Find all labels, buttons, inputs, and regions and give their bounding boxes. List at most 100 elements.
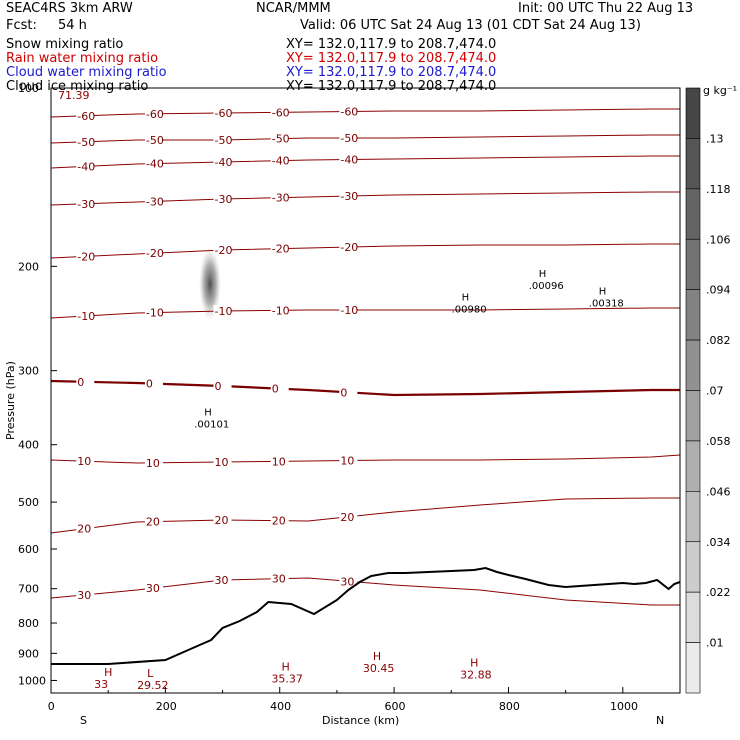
y-tick-label: 500: [18, 496, 39, 509]
contour-label: -40: [215, 156, 233, 169]
contour-label-bg: [76, 135, 95, 147]
south-label: S: [80, 714, 87, 727]
colorbar-tick-label: .094: [706, 284, 731, 297]
extreme-marker-h: H: [204, 408, 212, 419]
contour-label-bg: [76, 197, 95, 209]
extreme-marker-h: H: [470, 657, 478, 670]
contour-label-bg: [76, 455, 95, 467]
colorbar-tick-label: .01: [706, 637, 724, 650]
y-axis-label: Pressure (hPa): [4, 361, 17, 440]
contour-label-bg: [339, 575, 358, 587]
init-time: Init: 00 UTC Thu 22 Aug 13: [518, 1, 694, 16]
field-snow-name: Snow mixing ratio: [6, 37, 124, 52]
contour-label-bg: [76, 375, 95, 387]
contour-label-bg: [144, 582, 163, 593]
contour-label: -20: [146, 247, 164, 260]
x-tick-label: 400: [270, 700, 291, 713]
contour-label-bg: [270, 106, 289, 118]
contour-label-bg: [76, 160, 95, 172]
temperature-contour: [50, 577, 680, 606]
extreme-value: .00096: [529, 281, 564, 292]
colorbar-swatch: [685, 138, 701, 190]
extreme-value: 35.37: [271, 673, 303, 686]
contour-label: 0: [77, 376, 84, 389]
contour-label-bg: [76, 250, 95, 262]
colorbar-swatch: [685, 339, 701, 391]
colorbar-tick-label: .046: [706, 485, 731, 498]
contour-label: -20: [215, 244, 233, 257]
terrain-profile: [51, 566, 681, 665]
temperature-contour: [50, 497, 680, 534]
y-tick-label: 700: [18, 583, 39, 596]
field-rain-name: Rain water mixing ratio: [6, 51, 159, 66]
contour-label-bg: [213, 574, 232, 585]
contour-label: -60: [215, 107, 233, 120]
x-tick-label: 800: [499, 700, 520, 713]
contour-label: -20: [77, 250, 95, 263]
contour-label: -40: [146, 158, 164, 171]
contour-label: 30: [77, 589, 91, 602]
contour-label: -40: [77, 160, 95, 173]
y-tick-label: 400: [18, 439, 39, 452]
temperature-contour: [50, 108, 680, 118]
field-snow-xy: XY= 132.0,117.9 to 208.7,474.0: [286, 37, 497, 52]
contour-label-bg: [144, 515, 163, 527]
contour-label: 0: [272, 383, 279, 396]
contour-label-bg: [144, 247, 163, 259]
contour-label-bg: [76, 588, 95, 600]
contour-label-bg: [144, 157, 163, 169]
extreme-marker-h: H: [104, 666, 112, 679]
contour-label: -50: [340, 132, 358, 145]
contour-label: -50: [272, 133, 290, 146]
contour-label-bg: [76, 310, 95, 321]
extreme-marker-h: H: [599, 287, 607, 298]
x-tick-label: 600: [384, 700, 405, 713]
colorbar-swatch: [685, 440, 701, 492]
contour-label: 30: [272, 573, 286, 586]
colorbar-tick-label: .034: [706, 536, 731, 549]
contour-label-bg: [270, 242, 289, 254]
extreme-value: 30.45: [363, 662, 395, 675]
model-label: SEAC4RS 3km ARW: [6, 1, 133, 16]
contour-label-bg: [339, 241, 358, 253]
temperature-contour: [50, 191, 680, 206]
contour-label-bg: [270, 154, 289, 166]
contour-label-bg: [270, 514, 289, 526]
contour-label: -30: [146, 195, 164, 208]
extreme-value: 29.52: [137, 679, 169, 692]
field-rain-xy: XY= 132.0,117.9 to 208.7,474.0: [286, 51, 497, 66]
contour-label: -60: [146, 108, 164, 121]
contour-label-bg: [213, 456, 232, 467]
colorbar-tick-label: .022: [706, 586, 731, 599]
extreme-marker-h: H: [373, 650, 381, 663]
contour-label: -10: [340, 304, 358, 317]
contour-label: -30: [215, 193, 233, 206]
extreme-value: 33: [94, 678, 108, 691]
snow-mixing-ratio-shading: [198, 248, 221, 320]
field-cloud-water-xy: XY= 132.0,117.9 to 208.7,474.0: [286, 65, 497, 80]
contour-label: 20: [77, 523, 91, 536]
contour-label-bg: [339, 105, 358, 117]
contour-label: -40: [272, 155, 290, 168]
contour-label: -60: [272, 106, 290, 119]
contour-label-bg: [270, 191, 289, 203]
field-cloud-ice-xy: XY= 132.0,117.9 to 208.7,474.0: [286, 79, 497, 94]
fcst-value: 54 h: [58, 18, 87, 33]
extreme-marker-h: H: [539, 269, 547, 280]
contour-label: 0: [146, 378, 153, 391]
contour-label-bg: [339, 386, 358, 398]
contour-label-bg: [213, 514, 232, 525]
extreme-marker-h: H: [462, 292, 470, 303]
contour-label: -60: [77, 110, 95, 123]
colorbar-tick-label: .082: [706, 334, 731, 347]
contour-label-bg: [213, 156, 232, 167]
extreme-marker-l: L: [147, 667, 154, 680]
y-top-tick-label: 100: [18, 82, 39, 95]
x-tick-label: 1000: [610, 700, 638, 713]
colorbar-swatch: [685, 87, 701, 139]
contour-label: -10: [146, 307, 164, 320]
contour-label-bg: [270, 455, 289, 467]
contour-label: -10: [272, 304, 290, 317]
colorbar-tick-label: .118: [706, 183, 731, 196]
contour-label-bg: [339, 304, 358, 315]
